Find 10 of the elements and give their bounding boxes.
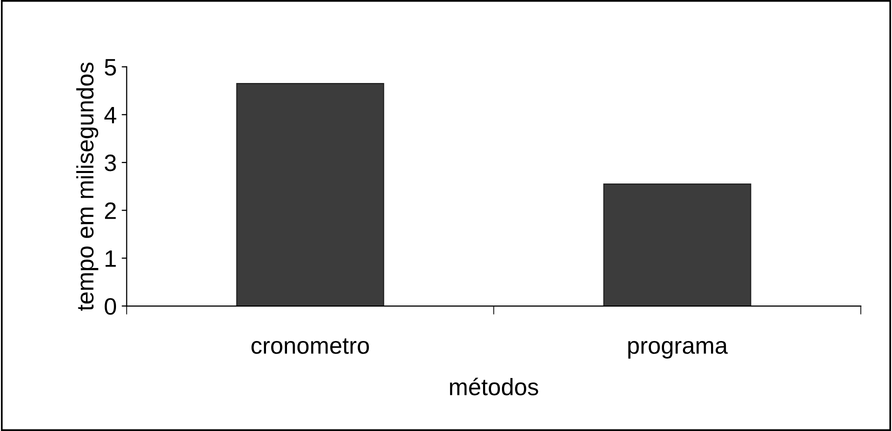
x-tick-label: programa: [628, 340, 728, 359]
y-tick-label: 2: [105, 202, 116, 219]
x-tick-label: cronometro: [251, 338, 369, 354]
y-tick-label: 1: [106, 250, 116, 267]
y-tick-label: 3: [104, 154, 116, 172]
y-axis-title: tempo em milisegundos: [76, 62, 98, 311]
y-tick-label: 4: [104, 106, 116, 124]
x-axis-title: métodos: [450, 378, 538, 396]
y-tick-label: 0: [104, 298, 116, 315]
y-tick-label: 5: [104, 59, 116, 76]
